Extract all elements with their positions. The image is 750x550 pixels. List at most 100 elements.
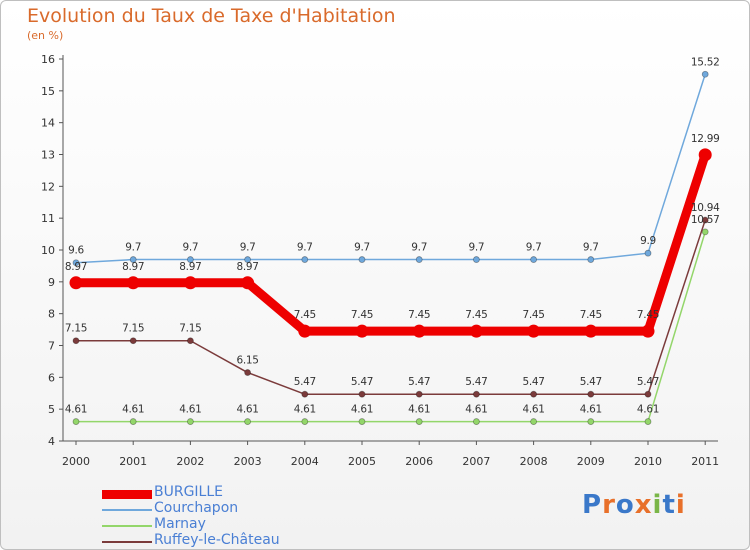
legend-label: BURGILLE [154, 484, 224, 500]
y-tick-label: 10 [41, 244, 55, 257]
logo-letter: t [662, 490, 676, 520]
legend-label: Courchapon [154, 500, 239, 516]
x-tick-label: 2010 [634, 455, 662, 468]
series-line-ruffey-le-ch-teau [75, 219, 706, 395]
data-label: 9.7 [297, 242, 313, 254]
data-label: 5.47 [523, 376, 545, 388]
data-point [183, 276, 197, 290]
data-point [301, 256, 309, 263]
proxiti-logo: Proxiti [582, 490, 686, 520]
data-point [358, 418, 366, 425]
data-point [358, 256, 366, 263]
data-label: 9.7 [411, 242, 427, 254]
data-label: 10.57 [691, 214, 720, 226]
data-label: 8.97 [122, 261, 144, 273]
data-point [415, 418, 423, 425]
data-label: 8.97 [179, 261, 201, 273]
legend-swatch [102, 509, 152, 511]
data-point [129, 256, 137, 263]
data-label: 5.47 [637, 376, 659, 388]
chart-title: Evolution du Taux de Taxe d'Habitation [27, 5, 396, 27]
data-point [129, 418, 137, 425]
logo-letter: i [675, 490, 686, 520]
data-point [244, 256, 252, 263]
y-tick-label: 15 [41, 85, 55, 98]
legend-label: Ruffey-le-Château [154, 532, 280, 548]
data-label: 12.99 [691, 133, 720, 145]
x-tick-label: 2004 [291, 455, 319, 468]
data-label: 7.45 [465, 309, 487, 321]
data-point [69, 276, 83, 290]
data-point [72, 259, 80, 267]
data-label: 5.47 [351, 376, 373, 388]
data-label: 4.61 [65, 404, 87, 416]
data-label: 4.61 [294, 404, 316, 416]
data-point [527, 324, 541, 338]
y-tick-label: 8 [48, 308, 55, 321]
logo-letter: P [582, 490, 603, 520]
data-point [298, 324, 312, 338]
y-tick-label: 5 [48, 403, 55, 416]
data-label: 9.7 [583, 242, 599, 254]
data-point [584, 324, 598, 338]
data-point [469, 324, 483, 338]
data-point [701, 70, 709, 78]
data-label: 5.47 [580, 376, 602, 388]
data-point [72, 418, 80, 425]
x-tick-label: 2006 [405, 455, 433, 468]
data-label: 7.45 [408, 309, 430, 321]
data-label: 7.45 [294, 309, 316, 321]
data-label: 4.61 [122, 404, 144, 416]
y-tick-label: 11 [41, 212, 55, 225]
data-point [587, 256, 595, 263]
data-label: 7.15 [65, 323, 87, 335]
chart-subtitle: (en %) [27, 29, 64, 42]
data-point [72, 337, 80, 345]
x-tick-label: 2003 [234, 455, 262, 468]
data-point [301, 418, 309, 425]
data-point [530, 390, 537, 398]
logo-letter: x [634, 490, 653, 520]
x-tick-label: 2005 [348, 455, 376, 468]
data-point [587, 390, 595, 398]
data-label: 8.97 [237, 261, 259, 273]
data-label: 10.94 [691, 202, 720, 214]
data-label: 8.97 [65, 261, 87, 273]
y-tick-label: 4 [48, 435, 55, 448]
legend-label: Marnay [154, 516, 206, 532]
data-label: 4.61 [237, 404, 259, 416]
data-point [355, 324, 369, 338]
data-point [644, 418, 652, 425]
y-tick-label: 12 [41, 180, 55, 193]
logo-letter: o [615, 490, 635, 520]
data-point [587, 418, 595, 425]
data-label: 7.45 [351, 309, 373, 321]
y-tick-label: 13 [41, 149, 55, 162]
data-point [244, 418, 252, 425]
data-label: 9.7 [125, 242, 141, 254]
data-point [358, 390, 366, 398]
data-label: 4.61 [351, 404, 373, 416]
x-tick-label: 2007 [462, 455, 490, 468]
series-line-courchapon [75, 73, 706, 264]
data-point [698, 148, 712, 162]
data-point [701, 216, 709, 224]
legend-swatch [102, 525, 152, 527]
logo-letter: r [602, 490, 616, 520]
data-point [244, 369, 252, 376]
data-point [186, 418, 194, 425]
data-point [641, 324, 655, 338]
data-label: 9.6 [68, 245, 84, 257]
data-label: 9.9 [640, 235, 656, 247]
data-label: 7.45 [523, 309, 545, 321]
data-point [301, 390, 309, 398]
x-tick-label: 2000 [62, 455, 90, 468]
data-label: 9.7 [468, 242, 484, 254]
data-label: 9.7 [526, 242, 542, 254]
data-label: 15.52 [691, 56, 720, 68]
legend-swatch [102, 541, 152, 543]
data-label: 7.15 [122, 323, 144, 335]
data-point [241, 276, 255, 290]
